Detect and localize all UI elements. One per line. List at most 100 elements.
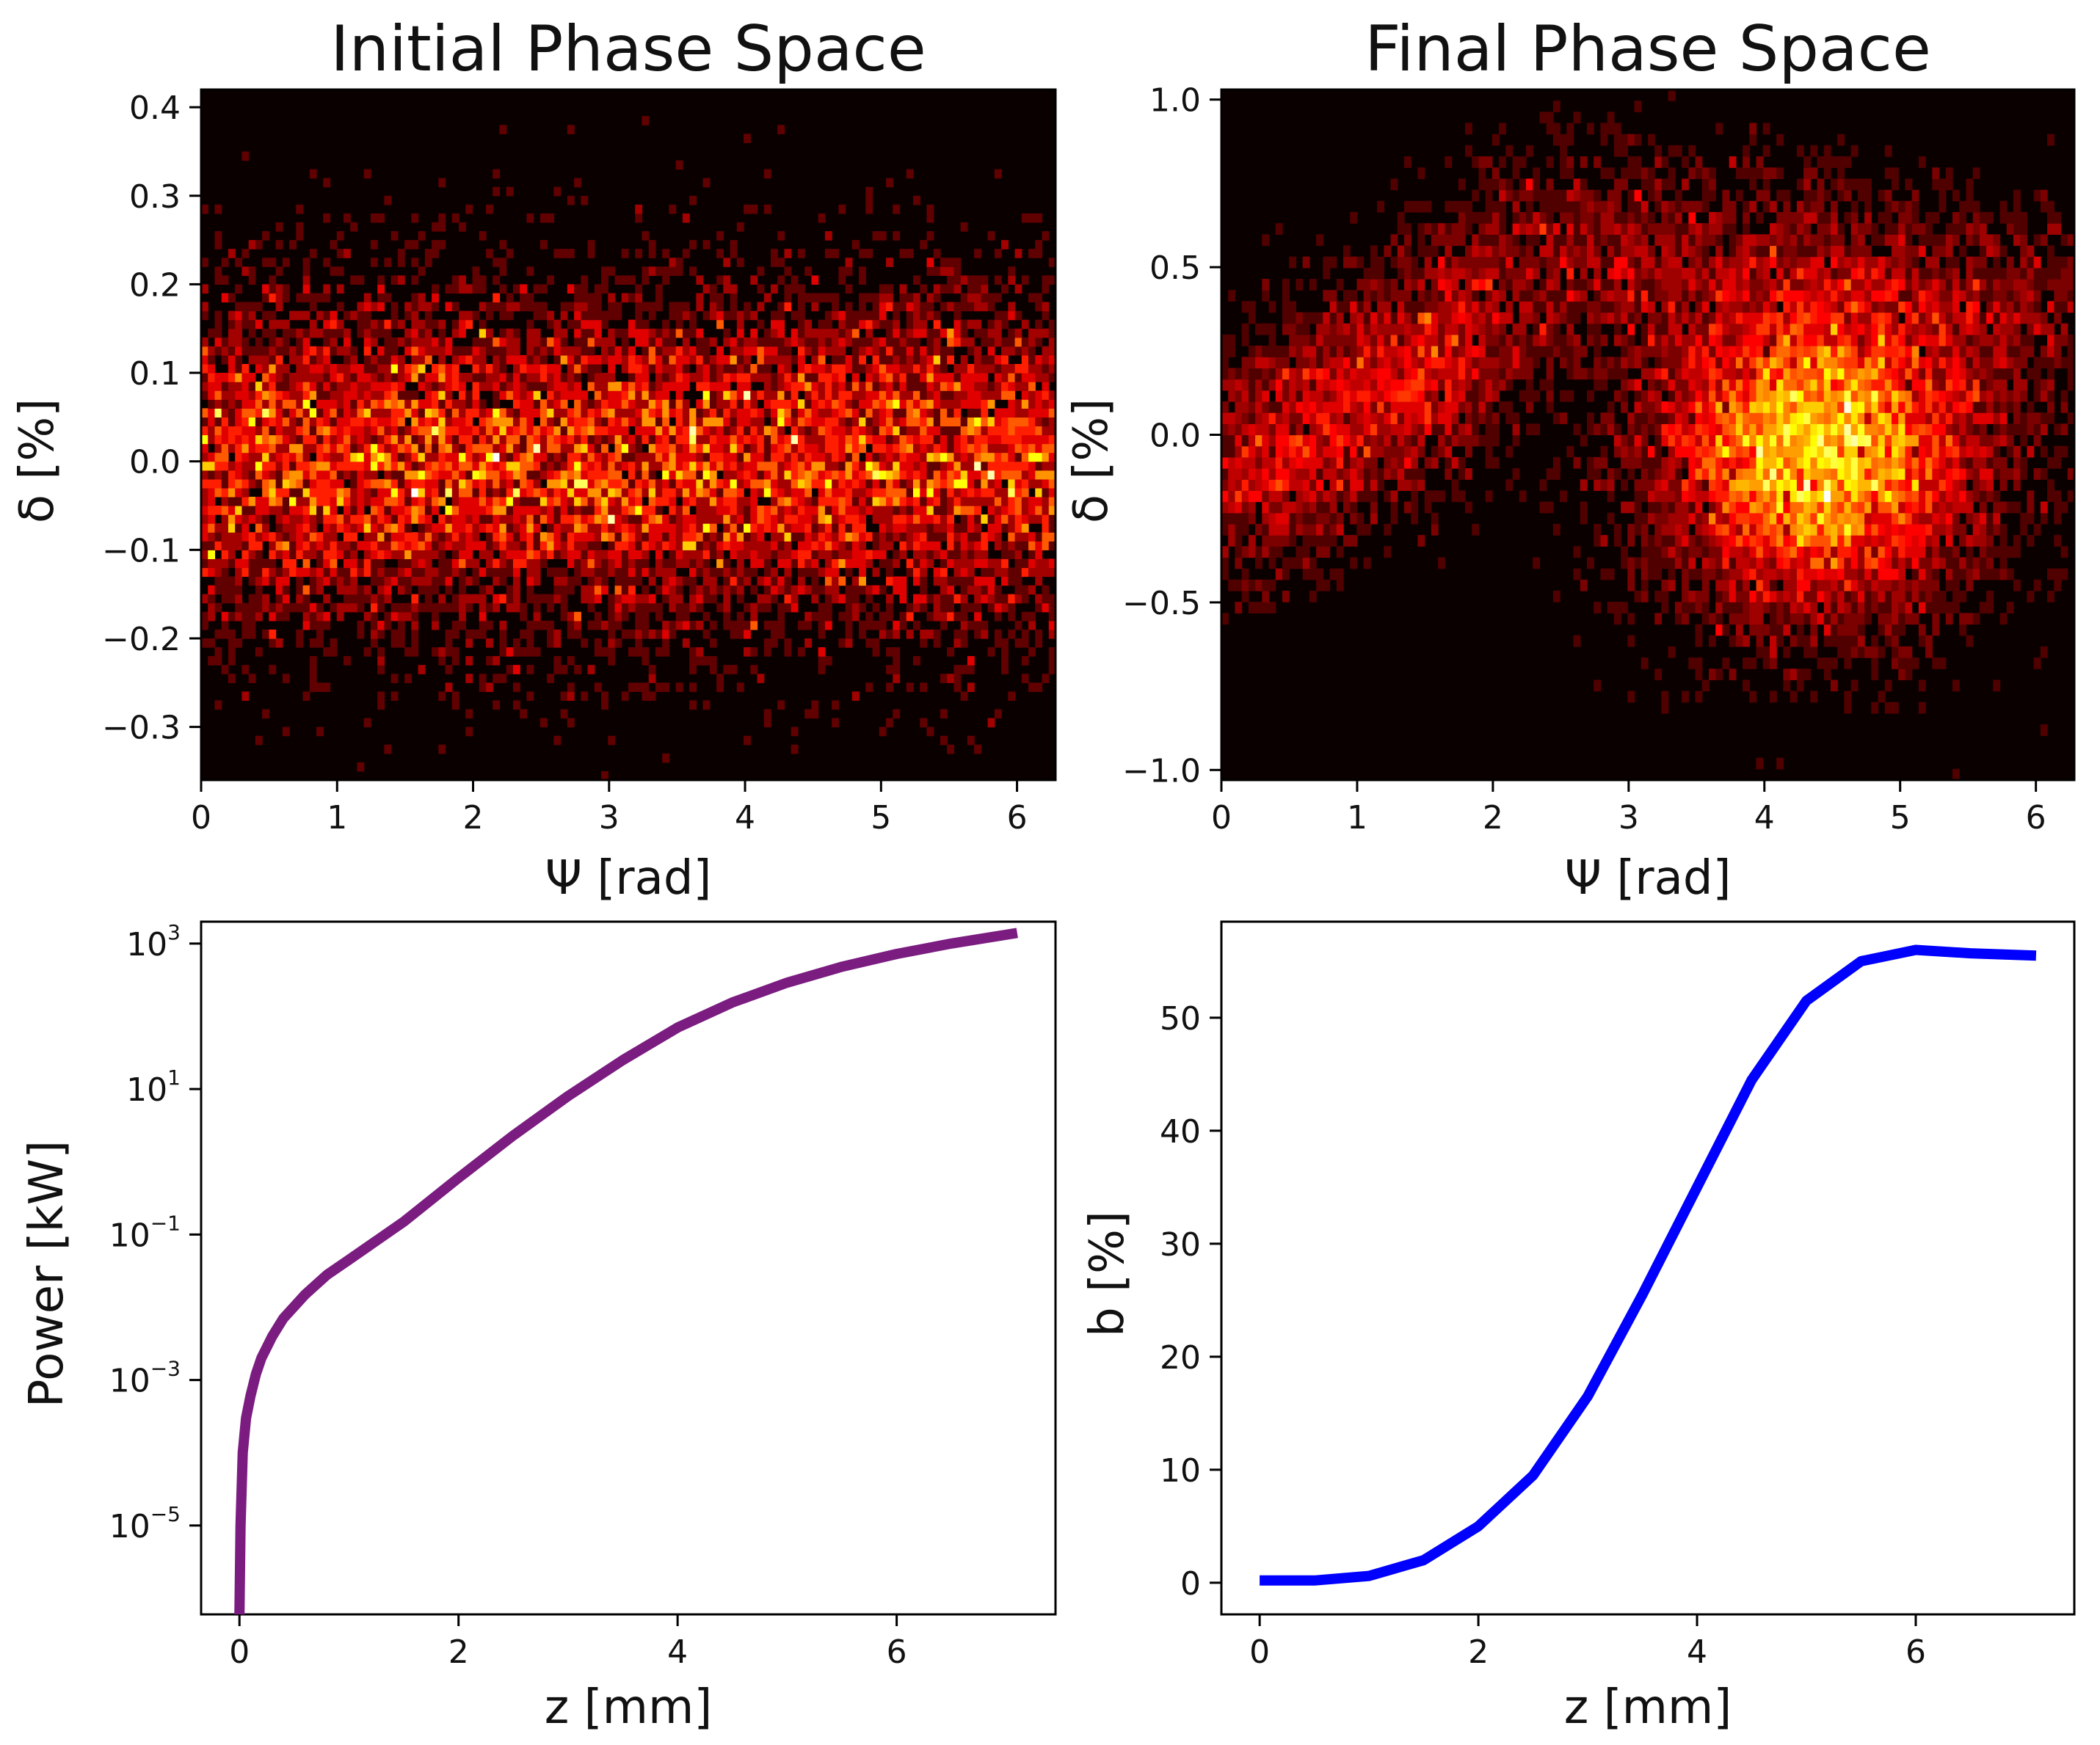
heatmap-cell <box>614 602 622 613</box>
heatmap-cell <box>845 382 853 391</box>
heatmap-cell <box>1028 558 1036 569</box>
heatmap-cell <box>390 611 399 622</box>
heatmap-cell <box>947 744 955 754</box>
heatmap-cell <box>520 506 528 515</box>
heatmap-cell <box>553 354 562 365</box>
heatmap-cell <box>784 373 792 382</box>
heatmap-cell <box>438 647 446 657</box>
heatmap-cell <box>784 576 792 586</box>
heatmap-cell <box>465 629 473 639</box>
heatmap-cell <box>493 399 501 409</box>
heatmap-cell <box>432 532 439 542</box>
heatmap-cell <box>832 382 839 391</box>
heatmap-cell <box>899 390 907 400</box>
heatmap-cell <box>512 514 520 524</box>
heatmap-cell <box>289 487 297 498</box>
heatmap-cell <box>418 319 426 329</box>
heatmap-cell <box>438 399 446 409</box>
heatmap-cell <box>459 470 466 480</box>
heatmap-cell <box>533 328 541 338</box>
heatmap-cell <box>418 665 426 674</box>
heatmap-cell <box>601 337 608 347</box>
heatmap-cell <box>601 691 608 702</box>
heatmap-cell <box>1014 470 1022 480</box>
heatmap-cell <box>344 399 351 409</box>
heatmap-cell <box>432 382 439 391</box>
heatmap-cell <box>886 443 893 453</box>
heatmap-cell <box>689 514 697 524</box>
heatmap-cell <box>357 567 365 578</box>
heatmap-cell <box>201 434 208 445</box>
heatmap-cell <box>357 275 365 285</box>
heatmap-cell <box>248 275 256 285</box>
heatmap-cell <box>1001 638 1009 648</box>
heatmap-cell <box>1641 657 1649 669</box>
heatmap-cell <box>404 310 412 321</box>
heatmap-cell <box>865 470 873 480</box>
heatmap-cell <box>377 213 385 223</box>
heatmap-cell <box>608 426 616 436</box>
heatmap-cell <box>1607 602 1615 613</box>
heatmap-cell <box>363 718 371 728</box>
heatmap-cell <box>838 611 846 622</box>
heatmap-cell <box>1749 590 1757 602</box>
heatmap-cell <box>662 514 670 524</box>
heatmap-cell <box>269 567 277 578</box>
heatmap-cell <box>344 532 351 542</box>
heatmap-cell <box>1871 602 1879 613</box>
heatmap-cell <box>709 620 717 630</box>
heatmap-cell <box>2040 646 2048 658</box>
heatmap-cell <box>479 620 487 630</box>
heatmap-cell <box>330 390 338 400</box>
heatmap-cell <box>350 487 358 498</box>
heatmap-cell <box>906 478 914 489</box>
heatmap-cell <box>499 452 507 462</box>
heatmap-cell <box>859 523 866 533</box>
heatmap-cell <box>1048 665 1056 674</box>
heatmap-cell <box>1654 613 1663 625</box>
heatmap-cell <box>811 558 819 569</box>
heatmap-cell <box>744 478 751 489</box>
heatmap-cell <box>723 354 731 365</box>
heatmap-cell <box>269 638 277 648</box>
heatmap-cell <box>628 567 636 578</box>
heatmap-cell <box>424 434 432 445</box>
heatmap-cell <box>553 478 562 489</box>
heatmap-cell <box>390 567 399 578</box>
heatmap-cell <box>635 204 643 214</box>
heatmap-cell <box>675 514 683 524</box>
heatmap-cell <box>574 319 581 329</box>
heatmap-cell <box>282 461 290 471</box>
heatmap-cell <box>967 337 975 347</box>
heatmap-cell <box>228 656 236 666</box>
heatmap-cell <box>648 461 656 471</box>
heatmap-cell <box>744 541 751 550</box>
heatmap-cell <box>594 558 602 569</box>
heatmap-cell <box>384 408 392 418</box>
heatmap-cell <box>302 346 310 356</box>
heatmap-cell <box>357 417 365 427</box>
heatmap-cell <box>323 532 331 542</box>
heatmap-cell <box>512 434 520 445</box>
heatmap-cell <box>940 576 948 586</box>
heatmap-cell <box>1014 426 1022 436</box>
heatmap-cell <box>547 487 554 498</box>
heatmap-cell <box>675 302 683 312</box>
heatmap-cell <box>282 602 290 613</box>
heatmap-cell <box>920 487 928 498</box>
heatmap-cell <box>512 354 520 365</box>
heatmap-cell <box>967 656 975 666</box>
heatmap-cell <box>716 434 724 445</box>
heatmap-cell <box>709 478 717 489</box>
heatmap-cell <box>832 346 839 356</box>
heatmap-cell <box>797 249 805 258</box>
heatmap-cell <box>512 399 520 409</box>
heatmap-cell <box>282 434 290 445</box>
heatmap-cell <box>539 373 548 382</box>
heatmap-cell <box>539 346 548 356</box>
heatmap-cell <box>851 691 860 702</box>
heatmap-cell <box>987 443 995 453</box>
heatmap-cell <box>445 506 453 515</box>
heatmap-cell <box>506 373 514 382</box>
heatmap-cell <box>390 408 399 418</box>
